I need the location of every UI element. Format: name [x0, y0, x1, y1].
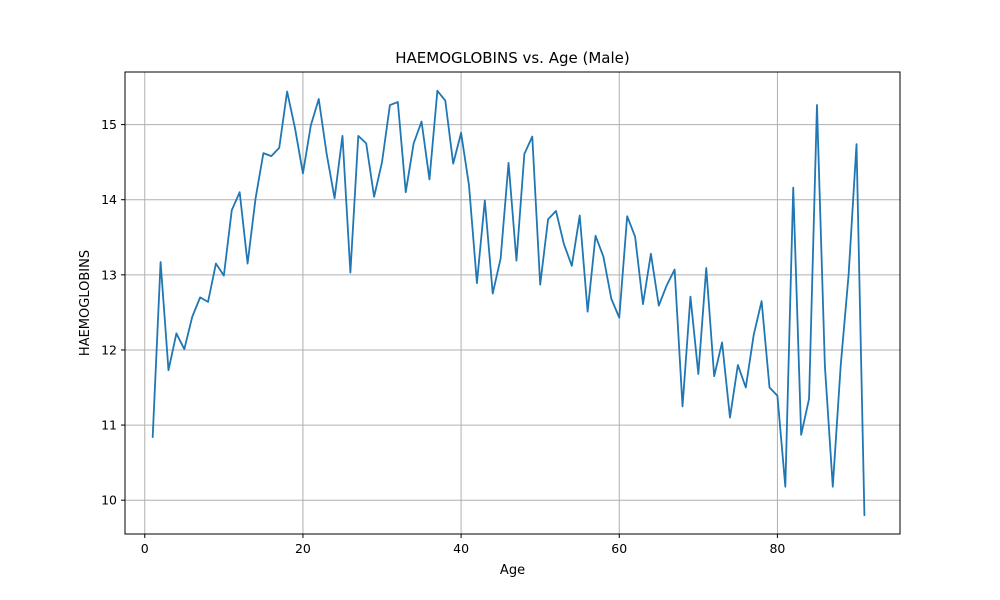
y-tick-label: 12 [101, 342, 117, 357]
plot-frame [124, 71, 901, 535]
y-tick-label: 11 [101, 418, 117, 433]
grid [125, 72, 900, 534]
chart-title: HAEMOGLOBINS vs. Age (Male) [395, 49, 630, 67]
y-tick-label: 13 [101, 267, 117, 282]
y-tick-label: 14 [101, 192, 117, 207]
y-tick-label: 15 [101, 117, 117, 132]
y-tick-label: 10 [101, 493, 117, 508]
x-tick-label: 40 [453, 541, 469, 556]
x-tick-label: 60 [611, 541, 627, 556]
series-line-layer [151, 89, 866, 517]
axis-ticks: 0 20 40 60 80 10 11 12 13 14 15 [101, 117, 785, 556]
x-tick-label: 20 [295, 541, 311, 556]
y-axis-label: HAEMOGLOBINS [78, 250, 93, 356]
x-tick-label: 0 [141, 541, 149, 556]
x-tick-label: 80 [769, 541, 785, 556]
x-axis-label: Age [500, 563, 525, 578]
series-line [151, 89, 866, 517]
